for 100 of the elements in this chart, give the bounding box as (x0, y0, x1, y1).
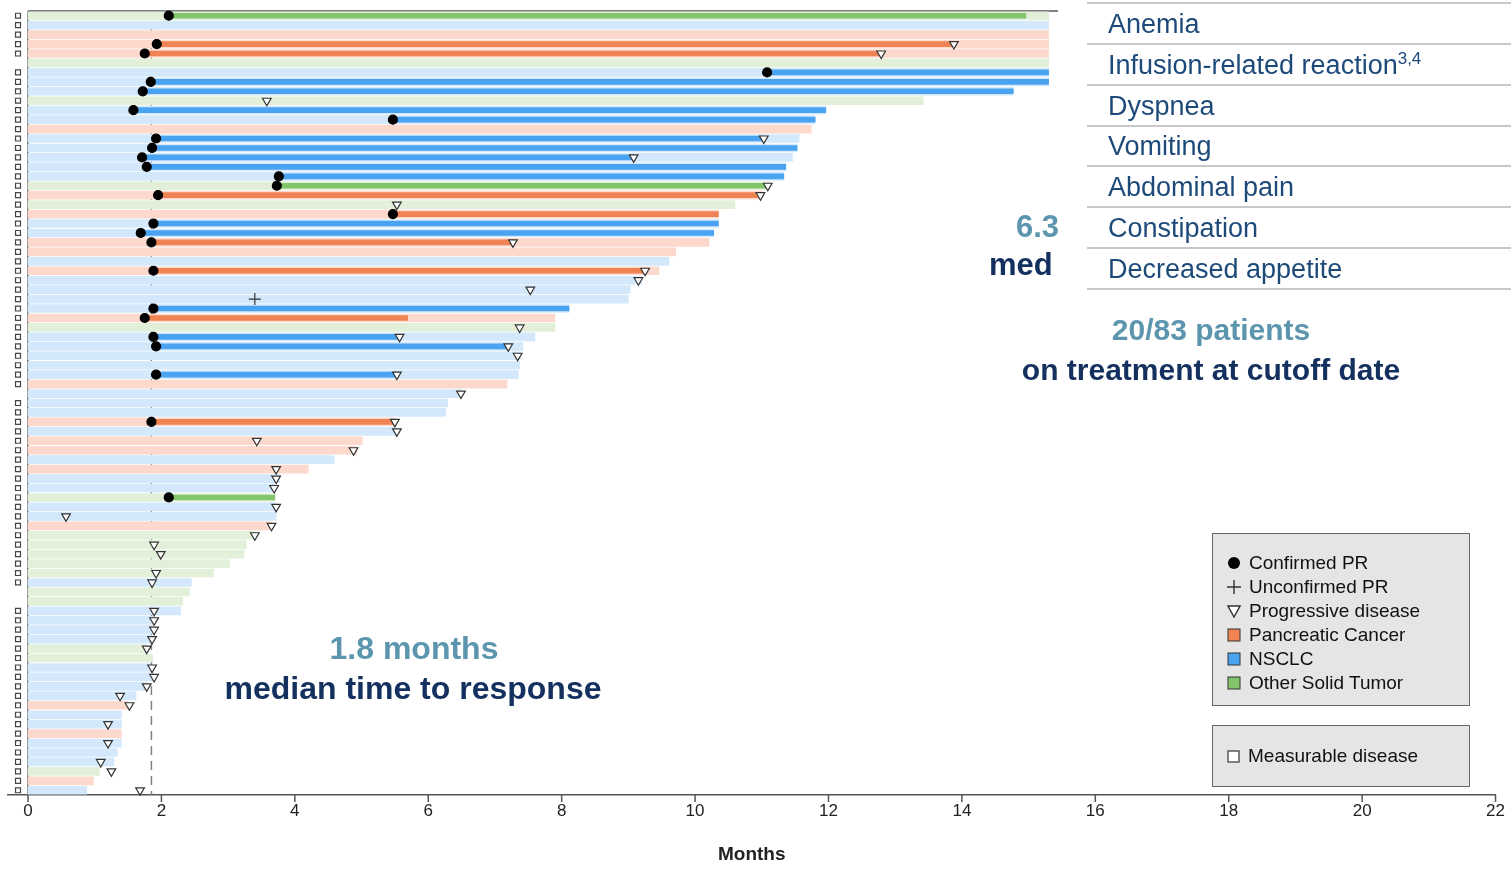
bar (27, 20, 1049, 30)
point (249, 532, 260, 541)
bar (27, 767, 100, 776)
legend-label: Measurable disease (1248, 745, 1419, 767)
x-tick-label: 6 (423, 800, 433, 820)
annotation: 1.8 months (329, 630, 499, 667)
point (146, 237, 157, 248)
legend-label: Pancreatic Cancer (1249, 624, 1406, 646)
point (762, 67, 773, 78)
point (389, 418, 400, 428)
point (271, 466, 282, 475)
x-tick-label: 0 (23, 800, 33, 820)
point (149, 673, 160, 683)
point (151, 38, 162, 50)
point (146, 142, 158, 154)
bar (27, 455, 335, 465)
bar (27, 124, 812, 134)
point (149, 626, 160, 636)
point (148, 331, 159, 342)
point (135, 787, 146, 796)
point (273, 171, 284, 182)
point (251, 437, 262, 447)
point (61, 513, 71, 522)
point (141, 645, 152, 655)
point (163, 492, 174, 503)
point (387, 114, 398, 125)
point (348, 447, 359, 456)
legend-label: Unconfirmed PR (1249, 576, 1389, 598)
point (150, 369, 162, 380)
legend-panel: Measurable disease (1212, 725, 1470, 787)
annotation: med (989, 247, 1053, 283)
x-tick-label: 16 (1085, 800, 1105, 820)
point (147, 579, 158, 589)
x-tick-label: 12 (819, 800, 838, 820)
point (148, 303, 159, 314)
legend-label: NSCLC (1249, 648, 1314, 670)
bar (27, 256, 670, 266)
point (876, 50, 887, 60)
point (508, 239, 518, 249)
bar (27, 323, 556, 332)
point (106, 768, 117, 777)
point (147, 636, 158, 645)
point (762, 182, 773, 192)
point (391, 371, 402, 381)
point (149, 607, 160, 617)
point (141, 161, 152, 172)
annotation: 6.3 (1016, 209, 1060, 245)
point (271, 180, 282, 191)
point (139, 48, 150, 59)
point (155, 551, 166, 560)
annotation: on treatment at cutoff date (1021, 353, 1401, 387)
point (150, 133, 162, 144)
bar (27, 200, 736, 209)
x-tick-label: 22 (1486, 800, 1506, 820)
annotation: Decreased appetite (1087, 248, 1511, 290)
point (137, 86, 148, 97)
legend-label: Confirmed PR (1249, 552, 1369, 574)
point (149, 541, 160, 551)
point (139, 312, 150, 324)
point (128, 105, 139, 116)
point (640, 267, 650, 277)
x-tick-label: 10 (685, 800, 705, 820)
legend-label: Other Solid Tumor (1249, 672, 1404, 694)
bar (27, 776, 94, 786)
point (151, 569, 162, 579)
point (163, 10, 174, 21)
point (95, 758, 106, 768)
point (525, 286, 536, 296)
point (147, 664, 158, 674)
point (141, 683, 152, 692)
annotation: Anemia (1087, 4, 1511, 45)
point (145, 76, 156, 87)
point (115, 692, 125, 702)
bar (27, 464, 309, 474)
point (103, 721, 113, 730)
x-tick-label: 20 (1352, 800, 1372, 820)
x-tick-label: 18 (1219, 800, 1239, 820)
point (269, 484, 280, 494)
annotation: 20/83 patients (1111, 313, 1311, 347)
point (149, 617, 160, 626)
point (628, 154, 639, 164)
point (136, 152, 148, 163)
bar (27, 427, 398, 436)
point (146, 416, 157, 427)
bar (27, 700, 128, 710)
point (633, 277, 644, 286)
point (387, 208, 398, 220)
bar (27, 96, 924, 106)
bar (27, 379, 508, 389)
x-tick-label: 4 (290, 800, 300, 820)
point (152, 190, 164, 201)
bar (27, 521, 272, 531)
bar (27, 785, 88, 795)
point (271, 503, 282, 513)
point (456, 390, 466, 400)
point (394, 333, 405, 343)
bar (27, 578, 192, 587)
point (755, 192, 766, 201)
x-tick-label: 14 (952, 800, 972, 820)
point (103, 739, 113, 749)
